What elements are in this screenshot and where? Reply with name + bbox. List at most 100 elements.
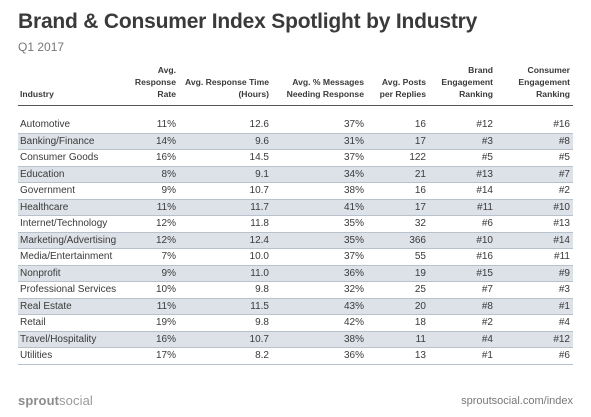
value-cell: 17 bbox=[367, 199, 429, 216]
value-cell: 10.7 bbox=[179, 331, 272, 348]
value-cell: 38% bbox=[272, 331, 367, 348]
value-cell: #2 bbox=[429, 314, 496, 332]
value-cell: 37% bbox=[272, 149, 367, 167]
industry-cell: Travel/Hospitality bbox=[18, 331, 118, 348]
industry-cell: Professional Services bbox=[18, 281, 118, 299]
value-cell: 122 bbox=[367, 149, 429, 167]
value-cell: #10 bbox=[496, 199, 573, 216]
value-cell: #7 bbox=[496, 166, 573, 183]
value-cell: #12 bbox=[496, 331, 573, 348]
value-cell: #9 bbox=[496, 265, 573, 282]
value-cell: #8 bbox=[429, 298, 496, 315]
value-cell: 42% bbox=[272, 314, 367, 332]
table-row: Real Estate 11% 11.5 43% 20 #8 #1 bbox=[18, 298, 573, 315]
value-cell: 11.0 bbox=[179, 265, 272, 282]
table-header-row: Industry Avg. Response Rate Avg. Respons… bbox=[18, 58, 573, 106]
table-row: Government 9% 10.7 38% 16 #14 #2 bbox=[18, 182, 573, 200]
value-cell: 43% bbox=[272, 298, 367, 315]
value-cell: 17% bbox=[118, 347, 179, 365]
value-cell: 36% bbox=[272, 347, 367, 365]
value-cell: #7 bbox=[429, 281, 496, 299]
value-cell: 19% bbox=[118, 314, 179, 332]
value-cell: 41% bbox=[272, 199, 367, 216]
value-cell: 12.6 bbox=[179, 117, 272, 134]
value-cell: 32% bbox=[272, 281, 367, 299]
value-cell: #10 bbox=[429, 232, 496, 249]
industry-cell: Real Estate bbox=[18, 298, 118, 315]
sproutsocial-logo: sproutsocial bbox=[18, 393, 93, 408]
column-header: Avg. Posts per Replies bbox=[367, 58, 429, 106]
value-cell: 11.7 bbox=[179, 199, 272, 216]
value-cell: 37% bbox=[272, 248, 367, 266]
table-row: Internet/Technology 12% 11.8 35% 32 #6 #13 bbox=[18, 215, 573, 233]
value-cell: 366 bbox=[367, 232, 429, 249]
value-cell: 14.5 bbox=[179, 149, 272, 167]
industry-cell: Nonprofit bbox=[18, 265, 118, 282]
table-row: Marketing/Advertising 12% 12.4 35% 366 #10 #14 bbox=[18, 232, 573, 249]
value-cell: #6 bbox=[429, 215, 496, 233]
column-header: Avg. Response Time (Hours) bbox=[179, 58, 272, 106]
value-cell: #6 bbox=[496, 347, 573, 365]
value-cell: 32 bbox=[367, 215, 429, 233]
table-row: Utilities 17% 8.2 36% 13 #1 #6 bbox=[18, 347, 573, 365]
table-row: Healthcare 11% 11.7 41% 17 #11 #10 bbox=[18, 199, 573, 216]
column-header: Consumer Engagement Ranking bbox=[496, 58, 573, 106]
value-cell: 25 bbox=[367, 281, 429, 299]
industry-cell: Internet/Technology bbox=[18, 215, 118, 233]
industry-cell: Retail bbox=[18, 314, 118, 332]
value-cell: 38% bbox=[272, 182, 367, 200]
value-cell: 10.0 bbox=[179, 248, 272, 266]
column-header: Industry bbox=[18, 58, 118, 106]
value-cell: 10.7 bbox=[179, 182, 272, 200]
column-header: Avg. % Messages Needing Response bbox=[272, 58, 367, 106]
page-subtitle: Q1 2017 bbox=[18, 40, 65, 54]
value-cell: 12% bbox=[118, 232, 179, 249]
value-cell: 31% bbox=[272, 133, 367, 150]
value-cell: #14 bbox=[496, 232, 573, 249]
value-cell: #5 bbox=[429, 149, 496, 167]
industry-cell: Consumer Goods bbox=[18, 149, 118, 167]
value-cell: #1 bbox=[496, 298, 573, 315]
value-cell: #5 bbox=[496, 149, 573, 167]
table-row: Media/Entertainment 7% 10.0 37% 55 #16 #11 bbox=[18, 248, 573, 266]
value-cell: 14% bbox=[118, 133, 179, 150]
value-cell: #12 bbox=[429, 117, 496, 134]
industry-cell: Government bbox=[18, 182, 118, 200]
value-cell: #2 bbox=[496, 182, 573, 200]
industry-cell: Utilities bbox=[18, 347, 118, 365]
value-cell: 9.8 bbox=[179, 314, 272, 332]
value-cell: 11 bbox=[367, 331, 429, 348]
value-cell: 12% bbox=[118, 215, 179, 233]
table-row: Retail 19% 9.8 42% 18 #2 #4 bbox=[18, 314, 573, 332]
value-cell: #4 bbox=[496, 314, 573, 332]
column-header: Brand Engagement Ranking bbox=[429, 58, 496, 106]
value-cell: 16 bbox=[367, 182, 429, 200]
table-row: Automotive 11% 12.6 37% 16 #12 #16 bbox=[18, 117, 573, 134]
industry-cell: Education bbox=[18, 166, 118, 183]
value-cell: 7% bbox=[118, 248, 179, 266]
page-title: Brand & Consumer Index Spotlight by Indu… bbox=[18, 10, 478, 33]
table-row: Nonprofit 9% 11.0 36% 19 #15 #9 bbox=[18, 265, 573, 282]
table-spacer bbox=[18, 106, 573, 118]
industry-cell: Marketing/Advertising bbox=[18, 232, 118, 249]
value-cell: 11% bbox=[118, 117, 179, 134]
value-cell: 9.1 bbox=[179, 166, 272, 183]
value-cell: 9.8 bbox=[179, 281, 272, 299]
value-cell: #8 bbox=[496, 133, 573, 150]
value-cell: 9% bbox=[118, 265, 179, 282]
value-cell: 19 bbox=[367, 265, 429, 282]
industry-cell: Media/Entertainment bbox=[18, 248, 118, 266]
value-cell: 21 bbox=[367, 166, 429, 183]
value-cell: 20 bbox=[367, 298, 429, 315]
value-cell: 36% bbox=[272, 265, 367, 282]
value-cell: 55 bbox=[367, 248, 429, 266]
value-cell: #13 bbox=[429, 166, 496, 183]
footer-url: sproutsocial.com/index bbox=[461, 395, 573, 407]
value-cell: #15 bbox=[429, 265, 496, 282]
value-cell: #11 bbox=[496, 248, 573, 266]
value-cell: #16 bbox=[496, 117, 573, 134]
table-row: Travel/Hospitality 16% 10.7 38% 11 #4 #12 bbox=[18, 331, 573, 348]
value-cell: 8.2 bbox=[179, 347, 272, 365]
value-cell: #3 bbox=[496, 281, 573, 299]
value-cell: #1 bbox=[429, 347, 496, 365]
